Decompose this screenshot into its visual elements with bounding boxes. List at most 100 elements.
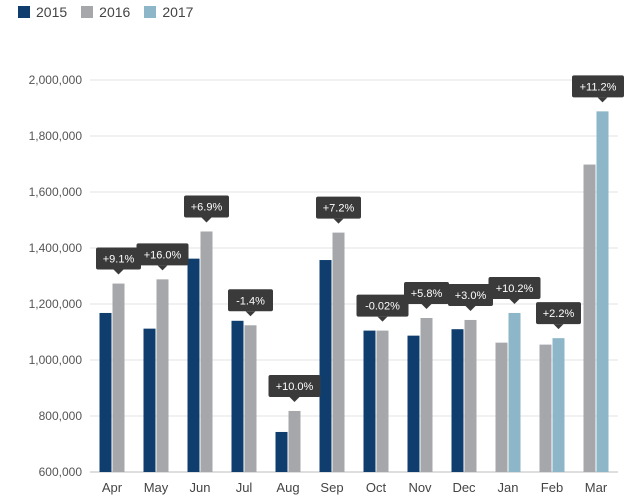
- axis-layer: 600,000 800,000 1,000,000 1,200,000 1,400,00…: [29, 73, 608, 495]
- annotation-bubble: [228, 289, 273, 312]
- legend: 2015 2016 2017: [18, 4, 193, 20]
- x-tick-label: Jan: [498, 480, 519, 495]
- bar-2015-dec[interactable]: [451, 329, 464, 472]
- annotation-pointer: [157, 265, 168, 271]
- annotation-bubble: [316, 196, 361, 219]
- legend-swatch-2016: [81, 6, 94, 18]
- annotation-label: +10.2%: [496, 283, 534, 295]
- annotation-bubble: [356, 294, 409, 317]
- bar-2016-nov[interactable]: [420, 318, 433, 472]
- y-tick-label: 1,200,000: [29, 297, 83, 311]
- annotation-pointer: [289, 396, 300, 402]
- bar-2015-oct[interactable]: [363, 330, 376, 472]
- change-annotation: +5.8%: [404, 282, 449, 309]
- annotation-layer: +9.1% +16.0% +6.9% -1.4% +10.0% +7.2% -0.02% +5…: [96, 75, 624, 402]
- bar-2015-jul[interactable]: [231, 320, 244, 472]
- bar-2016-jan[interactable]: [495, 342, 508, 472]
- bar-2016-jul[interactable]: [244, 325, 257, 472]
- annotation-label: +2.2%: [543, 308, 575, 320]
- annotation-pointer: [421, 304, 432, 309]
- bar-2016-sep[interactable]: [332, 232, 345, 472]
- bar-2015-aug[interactable]: [275, 431, 288, 472]
- y-tick-label: 600,000: [39, 465, 83, 479]
- legend-item-2017[interactable]: 2017: [144, 4, 193, 20]
- y-tick-label: 2,000,000: [29, 73, 83, 87]
- x-tick-label: Jul: [236, 480, 253, 495]
- legend-label-2017: 2017: [162, 4, 194, 20]
- annotation-bubble: [136, 243, 189, 266]
- bar-2017-mar[interactable]: [596, 111, 609, 473]
- annotation-pointer: [597, 97, 608, 103]
- annotation-pointer: [509, 298, 520, 304]
- bar-2016-feb[interactable]: [539, 344, 552, 472]
- annotation-bubble: [488, 276, 541, 299]
- bar-2017-feb[interactable]: [552, 338, 565, 472]
- bar-2015-apr[interactable]: [99, 312, 112, 472]
- annotation-label: +16.0%: [144, 249, 182, 261]
- annotation-pointer: [201, 217, 212, 223]
- annotation-bubble: [404, 282, 449, 304]
- bar-2016-mar[interactable]: [583, 164, 596, 472]
- annotation-label: +3.0%: [455, 290, 487, 302]
- annotation-pointer: [553, 324, 564, 330]
- x-tick-label: Oct: [366, 480, 387, 495]
- annotation-bubble: [536, 302, 581, 325]
- legend-item-2015[interactable]: 2015: [18, 4, 67, 20]
- change-annotation: +11.2%: [572, 75, 624, 103]
- change-annotation: +9.1%: [96, 247, 141, 275]
- y-tick-label: 1,600,000: [29, 185, 83, 199]
- bar-2016-oct[interactable]: [376, 330, 389, 472]
- annotation-pointer: [113, 269, 124, 275]
- change-annotation: +10.2%: [488, 276, 541, 304]
- legend-label-2015: 2015: [36, 4, 68, 20]
- x-tick-label: Sep: [320, 480, 343, 495]
- x-tick-label: May: [144, 480, 169, 495]
- bar-2016-jun[interactable]: [200, 231, 213, 472]
- change-annotation: +16.0%: [136, 243, 189, 271]
- legend-swatch-2017: [144, 6, 157, 18]
- y-tick-label: 1,000,000: [29, 353, 83, 367]
- annotation-label: +5.8%: [411, 288, 443, 300]
- grid-layer: [90, 79, 618, 473]
- annotation-label: +7.2%: [323, 203, 355, 215]
- x-tick-label: Aug: [276, 480, 299, 495]
- x-tick-label: Nov: [408, 480, 432, 495]
- x-tick-label: Mar: [585, 480, 608, 495]
- annotation-bubble: [572, 75, 624, 98]
- legend-label-2016: 2016: [99, 4, 131, 20]
- bar-2016-dec[interactable]: [464, 319, 477, 472]
- bar-2015-jun[interactable]: [187, 258, 200, 472]
- annotation-pointer: [245, 311, 256, 317]
- bar-2015-may[interactable]: [143, 328, 156, 472]
- annotation-label: +6.9%: [191, 201, 223, 213]
- change-annotation: -0.02%: [356, 294, 409, 322]
- annotation-label: +11.2%: [580, 81, 617, 93]
- change-annotation: +2.2%: [536, 302, 581, 330]
- bar-layer: [99, 111, 609, 473]
- bar-2016-aug[interactable]: [288, 410, 301, 472]
- bar-2015-nov[interactable]: [407, 335, 420, 472]
- annotation-bubble: [96, 247, 141, 270]
- legend-item-2016[interactable]: 2016: [81, 4, 130, 20]
- annotation-bubble: [448, 283, 493, 306]
- annotation-label: -0.02%: [365, 301, 400, 313]
- legend-swatch-2015: [18, 6, 30, 18]
- bar-2016-apr[interactable]: [112, 283, 125, 472]
- y-tick-label: 800,000: [39, 409, 83, 423]
- change-annotation: +6.9%: [184, 195, 229, 223]
- annotation-pointer: [333, 218, 344, 224]
- bar-2015-sep[interactable]: [319, 260, 332, 472]
- x-tick-label: Jun: [190, 480, 211, 495]
- bar-2017-jan[interactable]: [508, 312, 521, 472]
- bar-2016-may[interactable]: [156, 279, 169, 472]
- y-tick-label: 1,800,000: [29, 129, 83, 143]
- annotation-pointer: [465, 305, 476, 311]
- annotation-pointer: [377, 316, 388, 322]
- change-annotation: +10.0%: [268, 374, 321, 402]
- x-tick-label: Feb: [541, 480, 563, 495]
- annotation-bubble: [184, 195, 229, 218]
- x-tick-label: Dec: [452, 480, 476, 495]
- annotation-label: +9.1%: [103, 254, 135, 266]
- annotation-bubble: [268, 374, 321, 397]
